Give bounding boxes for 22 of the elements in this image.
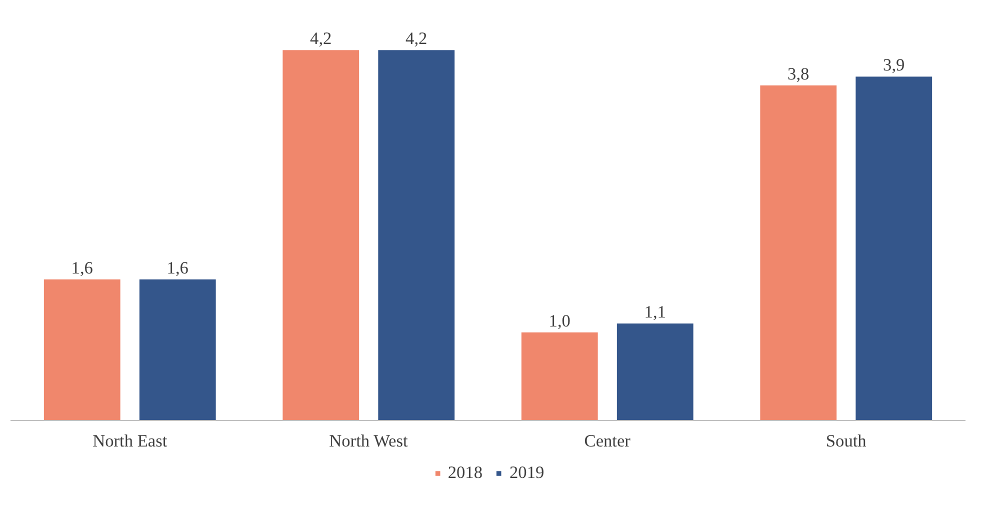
bar [856, 76, 932, 420]
x-tick-label: Center [584, 432, 631, 450]
data-label: 3,8 [788, 64, 810, 84]
data-label: 4,2 [406, 29, 428, 48]
bar [282, 50, 360, 420]
bar [139, 279, 216, 420]
data-label: 1,6 [166, 258, 189, 278]
bar [521, 332, 598, 420]
bar [378, 50, 455, 420]
data-label: 1,1 [644, 302, 666, 322]
bar [760, 85, 837, 420]
bar [44, 279, 120, 420]
x-tick-label: South [826, 432, 867, 450]
data-label: 3,9 [883, 56, 905, 75]
data-label: 1,6 [71, 258, 94, 278]
data-label: 1,0 [548, 311, 570, 330]
legend-label: 2018 [448, 463, 482, 483]
x-tick-label: North East [92, 432, 168, 450]
bar [616, 324, 694, 420]
data-label: 4,2 [310, 29, 332, 48]
x-tick-label: North West [329, 432, 408, 450]
legend-label: 2019 [510, 463, 544, 483]
